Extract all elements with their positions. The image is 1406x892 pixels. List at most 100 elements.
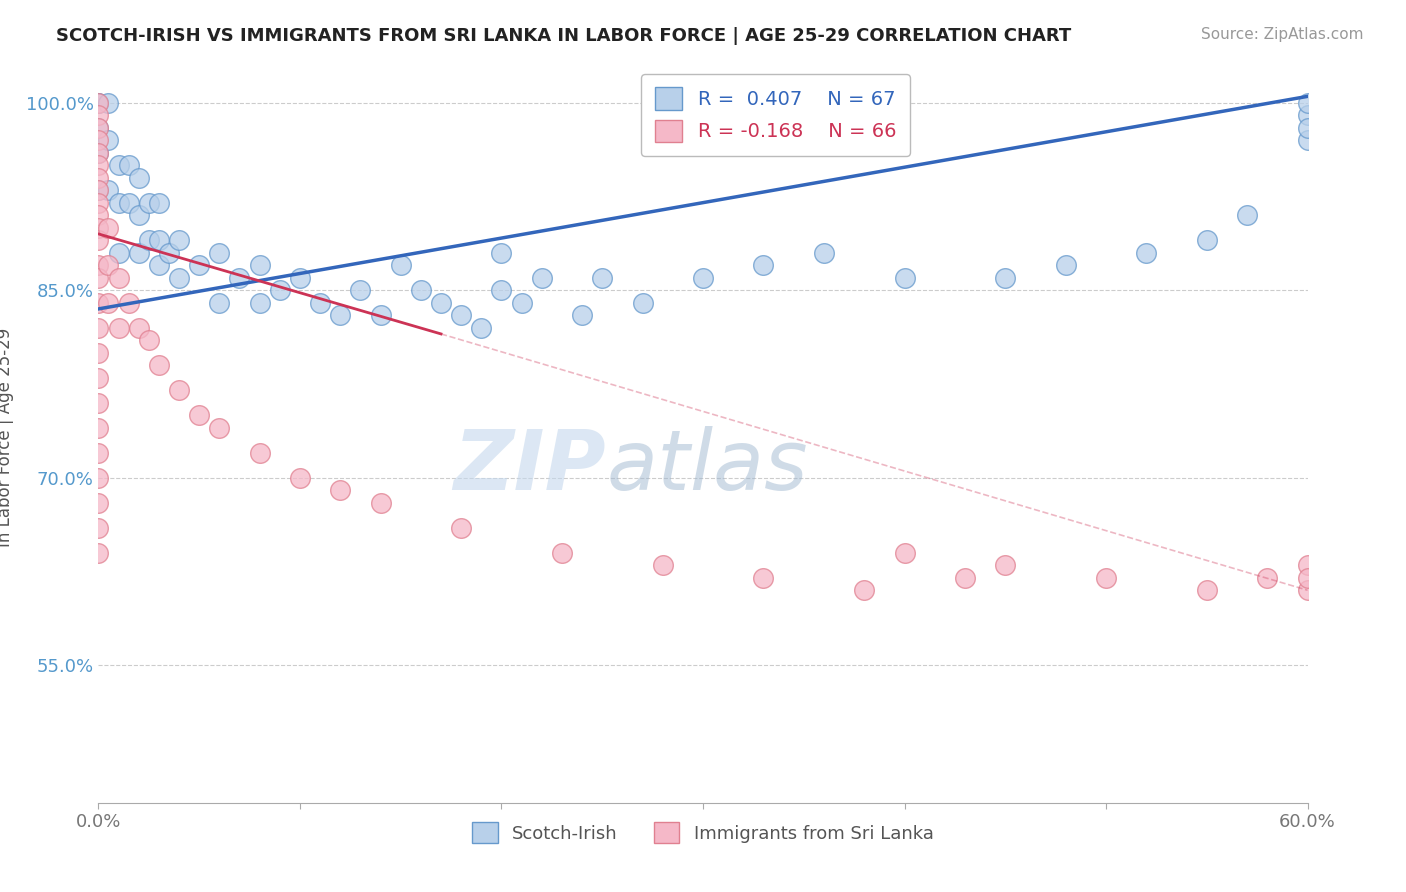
Point: [157, 245, 180, 260]
Point: [97, 220, 120, 235]
Point: [329, 483, 352, 498]
Point: [1236, 208, 1258, 222]
Point: [107, 158, 129, 172]
Point: [148, 195, 170, 210]
Point: [107, 320, 129, 334]
Point: [994, 558, 1017, 573]
Point: [107, 245, 129, 260]
Point: [97, 258, 120, 272]
Point: [1296, 133, 1319, 147]
Point: [87, 133, 110, 147]
Point: [208, 245, 231, 260]
Point: [87, 446, 110, 460]
Point: [87, 108, 110, 122]
Point: [87, 395, 110, 409]
Point: [349, 283, 371, 297]
Point: [1296, 120, 1319, 135]
Point: [1296, 571, 1319, 585]
Text: ZIP: ZIP: [454, 425, 606, 507]
Point: [87, 208, 110, 222]
Point: [118, 158, 141, 172]
Point: [409, 283, 432, 297]
Point: [1095, 571, 1118, 585]
Point: [853, 583, 876, 598]
Point: [470, 320, 492, 334]
Point: [1296, 95, 1319, 110]
Legend: Scotch-Irish, Immigrants from Sri Lanka: Scotch-Irish, Immigrants from Sri Lanka: [464, 814, 942, 852]
Text: Source: ZipAtlas.com: Source: ZipAtlas.com: [1201, 27, 1364, 42]
Point: [389, 258, 412, 272]
Point: [167, 270, 190, 285]
Point: [752, 571, 775, 585]
Point: [128, 170, 150, 185]
Point: [571, 308, 593, 322]
Point: [87, 220, 110, 235]
Point: [208, 420, 231, 434]
Point: [249, 295, 271, 310]
Point: [87, 120, 110, 135]
Point: [249, 258, 271, 272]
Y-axis label: In Labor Force | Age 25-29: In Labor Force | Age 25-29: [0, 327, 14, 547]
Point: [87, 258, 110, 272]
Point: [994, 270, 1017, 285]
Point: [953, 571, 976, 585]
Point: [309, 295, 332, 310]
Point: [551, 546, 574, 560]
Point: [87, 420, 110, 434]
Point: [1296, 583, 1319, 598]
Point: [813, 245, 835, 260]
Point: [329, 308, 352, 322]
Point: [450, 521, 472, 535]
Point: [631, 295, 654, 310]
Point: [87, 95, 110, 110]
Point: [87, 183, 110, 197]
Point: [1135, 245, 1157, 260]
Point: [138, 233, 160, 247]
Point: [188, 258, 211, 272]
Point: [87, 145, 110, 160]
Point: [148, 258, 170, 272]
Point: [87, 158, 110, 172]
Point: [591, 270, 613, 285]
Point: [97, 95, 120, 110]
Point: [167, 233, 190, 247]
Point: [97, 295, 120, 310]
Point: [269, 283, 291, 297]
Point: [1195, 233, 1218, 247]
Point: [87, 320, 110, 334]
Point: [1195, 583, 1218, 598]
Point: [138, 333, 160, 347]
Point: [107, 270, 129, 285]
Point: [167, 383, 190, 397]
Point: [87, 496, 110, 510]
Point: [87, 183, 110, 197]
Point: [148, 233, 170, 247]
Point: [148, 358, 170, 372]
Point: [491, 245, 513, 260]
Point: [1296, 558, 1319, 573]
Point: [138, 195, 160, 210]
Point: [692, 270, 714, 285]
Text: SCOTCH-IRISH VS IMMIGRANTS FROM SRI LANKA IN LABOR FORCE | AGE 25-29 CORRELATION: SCOTCH-IRISH VS IMMIGRANTS FROM SRI LANK…: [56, 27, 1071, 45]
Point: [128, 245, 150, 260]
Point: [530, 270, 553, 285]
Point: [87, 345, 110, 359]
Point: [288, 270, 311, 285]
Point: [188, 408, 211, 422]
Point: [430, 295, 453, 310]
Point: [893, 546, 915, 560]
Point: [491, 283, 513, 297]
Point: [118, 295, 141, 310]
Point: [87, 471, 110, 485]
Point: [87, 95, 110, 110]
Point: [87, 270, 110, 285]
Point: [128, 320, 150, 334]
Point: [87, 546, 110, 560]
Point: [87, 295, 110, 310]
Point: [1256, 571, 1278, 585]
Point: [128, 208, 150, 222]
Point: [87, 195, 110, 210]
Point: [510, 295, 533, 310]
Point: [370, 308, 392, 322]
Point: [97, 133, 120, 147]
